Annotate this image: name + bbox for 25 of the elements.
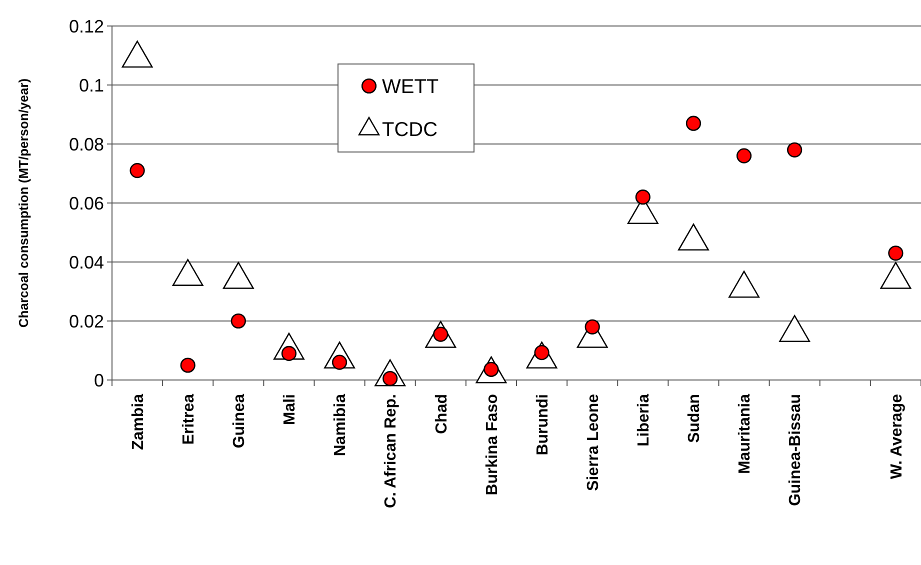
- x-tick-label: W. Average: [888, 394, 906, 480]
- y-tick-label: 0.02: [68, 311, 104, 332]
- x-tick-label: Liberia: [636, 394, 653, 446]
- x-tick-label: Guinea: [231, 394, 248, 448]
- x-tick-label: C. African Rep.: [382, 394, 400, 508]
- x-tick-label: Sudan: [686, 394, 704, 443]
- y-tick-label: 0.06: [68, 193, 104, 214]
- y-axis-title: Charcoal consumption (MT/person/year): [16, 78, 31, 328]
- x-tick-label: Namibia: [332, 394, 350, 456]
- y-tick-label: 0.12: [68, 16, 104, 36]
- y-tick-label: 0.04: [68, 252, 104, 272]
- legend-label: WETT: [382, 76, 439, 98]
- y-tick-label: 0.1: [78, 75, 104, 96]
- x-tick-label: Chad: [433, 394, 450, 434]
- x-tick-label: Sierra Leone: [584, 394, 602, 491]
- x-tick-label: Mauritania: [736, 394, 754, 474]
- x-tick-label: Eritrea: [180, 394, 198, 445]
- x-tick-label: Burkina Faso: [484, 394, 501, 496]
- y-tick-label: 0: [94, 370, 104, 390]
- legend-label: TCDC: [382, 119, 438, 141]
- y-tick-label: 0.08: [68, 134, 104, 154]
- x-tick-label: Burundi: [534, 394, 552, 456]
- x-tick-label: Guinea-Bissau: [787, 394, 804, 506]
- x-tick-label: Zambia: [130, 394, 147, 450]
- x-tick-label: Mali: [282, 394, 299, 426]
